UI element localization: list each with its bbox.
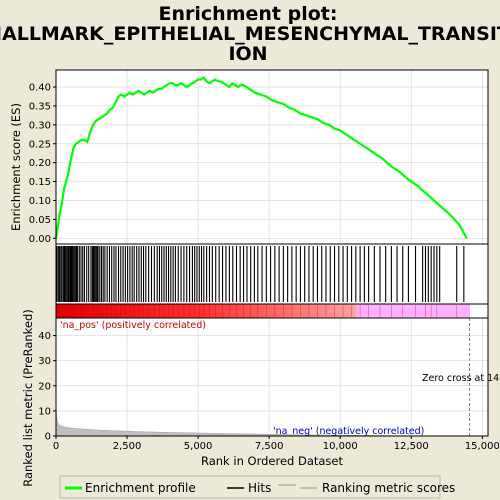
ranked-y-tick-label: 40 (38, 331, 51, 342)
x-tick-label: 12,500 (394, 441, 429, 452)
heat-bar-fill (56, 304, 470, 318)
ranked-y-axis-label: Ranked list metric (PreRanked) (21, 309, 35, 487)
ranked-metric-panel: 'na_pos' (positively correlated) 'na_neg… (21, 309, 500, 487)
enrichment-profile-line (54, 76, 468, 239)
es-y-tick-label: 0.10 (29, 196, 51, 207)
chart-title-line-3: ION (228, 43, 267, 65)
legend-box (59, 475, 441, 499)
x-tick-label: 15,000 (465, 441, 500, 452)
es-y-axis-label: Enrichment score (ES) (9, 103, 23, 231)
ranked-y-tick-label: 20 (38, 381, 51, 392)
es-grid (55, 70, 488, 244)
hits-panel (55, 243, 489, 305)
es-y-tick-label: 0.05 (29, 215, 51, 226)
zero-cross-label: Zero cross at 14550 (422, 373, 500, 384)
ranked-panel-background (56, 318, 488, 436)
es-y-tick-label: 0.00 (29, 234, 51, 245)
rank-heatmap-bar (55, 303, 489, 319)
ranked-y-tick-label: 10 (38, 406, 51, 417)
x-tick-label: 7,500 (255, 441, 284, 452)
es-y-tick-label: 0.25 (29, 139, 51, 150)
ranked-y-tick-label: 0 (45, 432, 51, 443)
positive-correlation-label: 'na_pos' (positively correlated) (60, 320, 206, 331)
legend: Enrichment profile Hits Ranking metric s… (59, 475, 455, 499)
chart-title-line-2: HALLMARK_EPITHELIAL_MESENCHYMAL_TRANSIT (0, 23, 500, 45)
x-tick-label: 0 (53, 441, 59, 452)
chart-title-line-1: Enrichment plot: (159, 3, 338, 25)
es-y-tick-label: 0.35 (29, 101, 51, 112)
negative-correlation-label: 'na_neg' (negatively correlated) (273, 426, 424, 437)
x-tick-label: 5,000 (184, 441, 213, 452)
ranked-panel-frame (55, 317, 489, 437)
es-y-tick-label: 0.30 (29, 120, 51, 131)
ranked-y-tick-label: 30 (38, 356, 51, 367)
es-y-tick-label: 0.15 (29, 177, 51, 188)
x-axis-label: Rank in Ordered Dataset (201, 454, 344, 468)
heat-bar-stripes (56, 305, 458, 317)
x-tick-label: 2,500 (113, 441, 142, 452)
x-tick-label: 10,000 (323, 441, 358, 452)
es-panel: 0.00 0.05 0.10 0.15 0.20 0.25 0.30 0.35 0.40 Enr… (9, 69, 489, 245)
legend-label-hits: Hits (248, 481, 271, 495)
legend-label-ranking: Ranking metric scores (322, 481, 455, 495)
legend-label-enrichment: Enrichment profile (85, 481, 196, 495)
hits-marks (56, 246, 465, 302)
es-y-tick-label: 0.40 (29, 83, 51, 94)
es-y-tick-label: 0.20 (29, 158, 51, 169)
